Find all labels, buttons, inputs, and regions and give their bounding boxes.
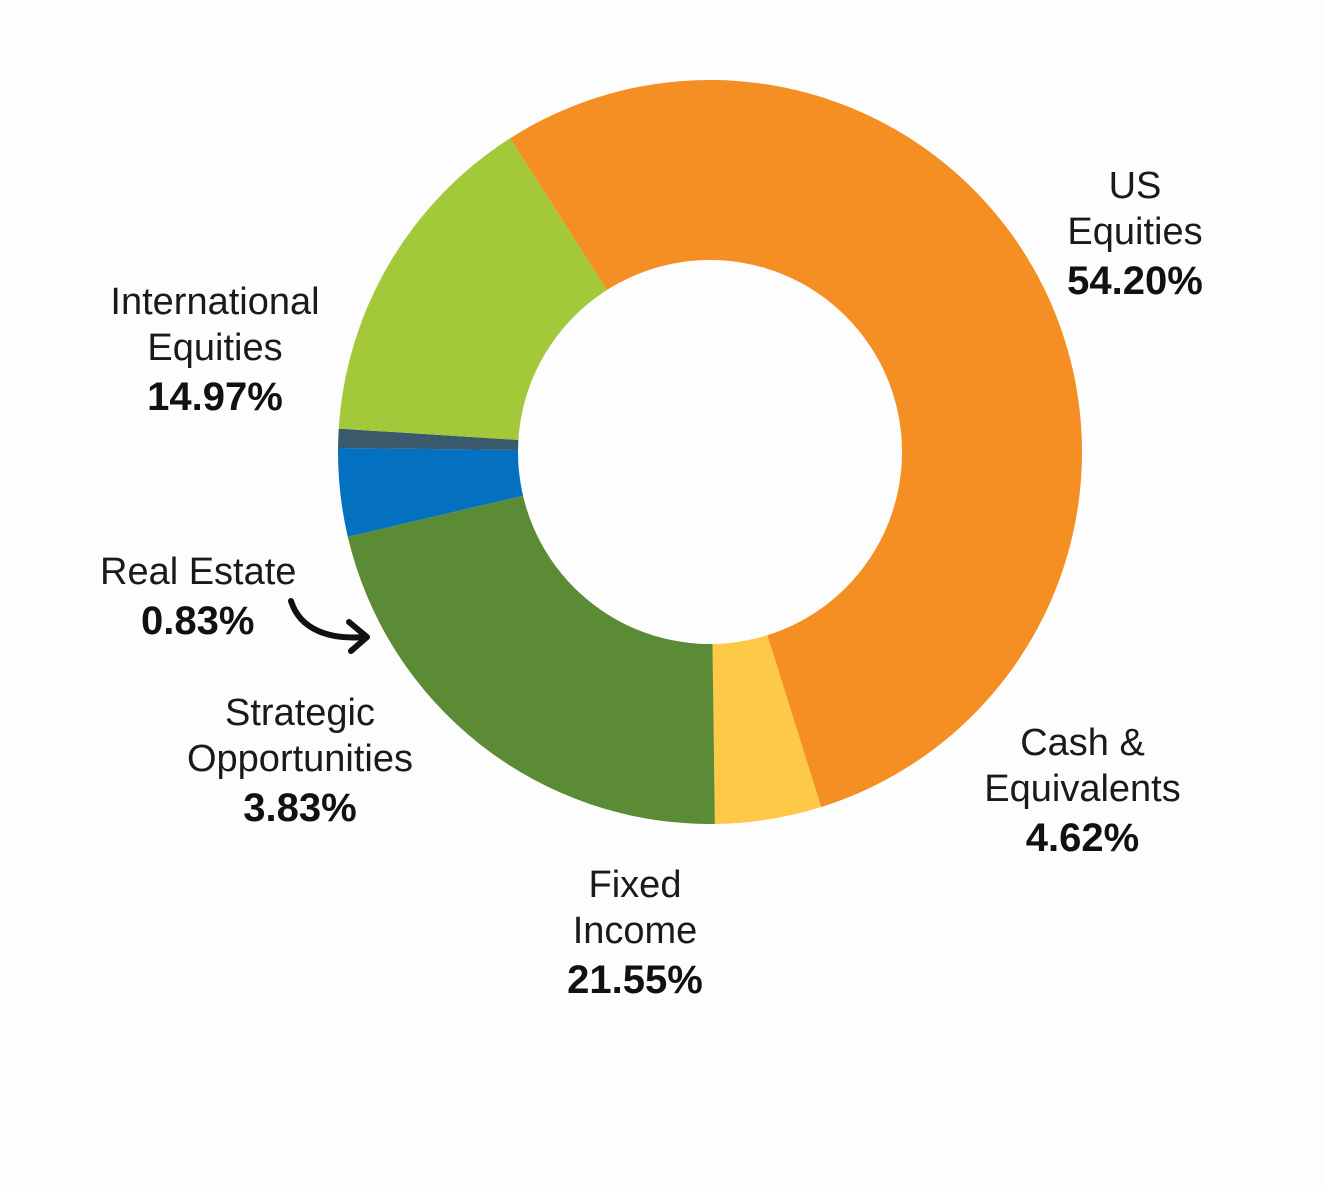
percent-value: 54.20% (1067, 259, 1203, 303)
label-line: Equities (1067, 211, 1203, 253)
label-line: Fixed (588, 864, 682, 906)
label-line: Real Estate (100, 551, 297, 593)
label-line: Equities (147, 327, 283, 369)
label-line: Opportunities (186, 738, 413, 780)
label-line: US (1108, 165, 1162, 207)
donut-hole (518, 260, 902, 644)
label-line: International (110, 281, 320, 323)
real-estate-arrowhead (346, 619, 370, 654)
label-strategic-opportunities: Strategic Opportunities 3.83% (150, 690, 450, 834)
real-estate-arrow (288, 598, 368, 641)
label-international-equities: International Equities 14.97% (60, 279, 370, 423)
label-cash-equivalents: Cash & Equivalents 4.62% (950, 720, 1215, 864)
label-us-equities: US Equities 54.20% (1000, 163, 1270, 307)
percent-value: 0.83% (141, 599, 255, 643)
percent-value: 14.97% (147, 375, 283, 419)
percent-value: 4.62% (1025, 816, 1140, 860)
label-line: Income (572, 910, 698, 952)
label-line: Cash & (1020, 722, 1145, 764)
label-line: Equivalents (984, 768, 1181, 810)
label-real-estate: Real Estate 0.83% (60, 549, 350, 647)
percent-value: 3.83% (243, 786, 357, 830)
label-line: Strategic (225, 692, 375, 734)
label-fixed-income: Fixed Income 21.55% (505, 862, 765, 1006)
percent-value: 21.55% (567, 958, 703, 1002)
